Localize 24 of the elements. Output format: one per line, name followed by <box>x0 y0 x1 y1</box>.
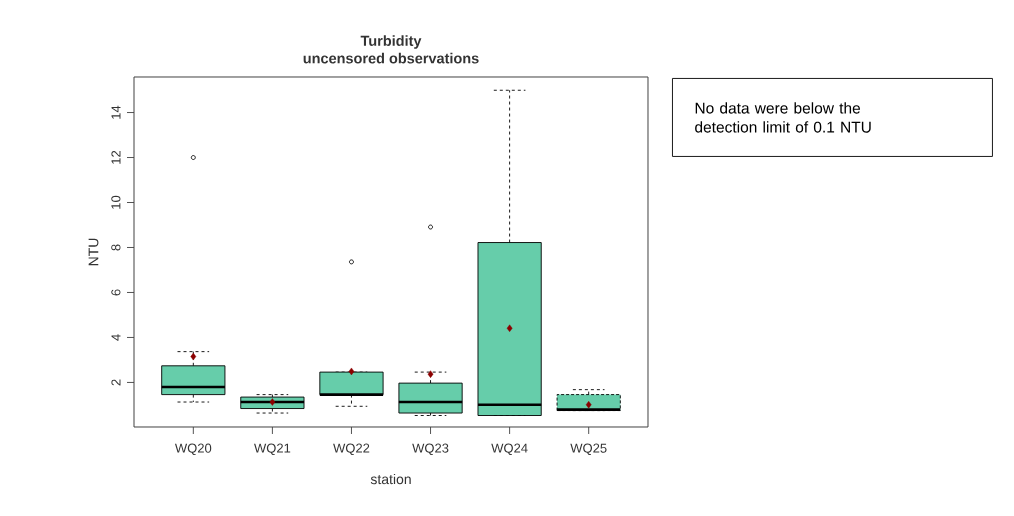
y-tick-label: 2 <box>111 379 121 386</box>
x-axis-title: station <box>370 473 411 485</box>
x-tick-label: WQ21 <box>254 443 291 456</box>
point <box>348 367 355 376</box>
point <box>269 398 276 406</box>
point <box>585 401 592 409</box>
y-axis-title: NTU <box>88 238 99 266</box>
x-tick-label: WQ23 <box>412 443 449 456</box>
y-tick-label: 4 <box>111 334 121 341</box>
y-tick-label: 12 <box>111 150 121 164</box>
x-tick-label: WQ25 <box>570 443 607 456</box>
chart-subtitle: uncensored observations <box>303 52 479 64</box>
y-tick-label: 10 <box>111 195 121 209</box>
y-tick-label: 6 <box>111 289 121 296</box>
y-tick-label: 14 <box>111 105 121 119</box>
x-tick-label: WQ20 <box>174 443 212 456</box>
x-tick-label: WQ22 <box>333 443 370 456</box>
point <box>506 324 513 332</box>
point <box>190 352 197 361</box>
x-tick-label: WQ24 <box>491 443 528 456</box>
point <box>427 370 434 378</box>
text: No data were below the detection limit of 0.1 NTU <box>695 102 871 133</box>
y-tick-label: 8 <box>111 244 121 251</box>
chart-title: Turbidity <box>360 35 422 49</box>
